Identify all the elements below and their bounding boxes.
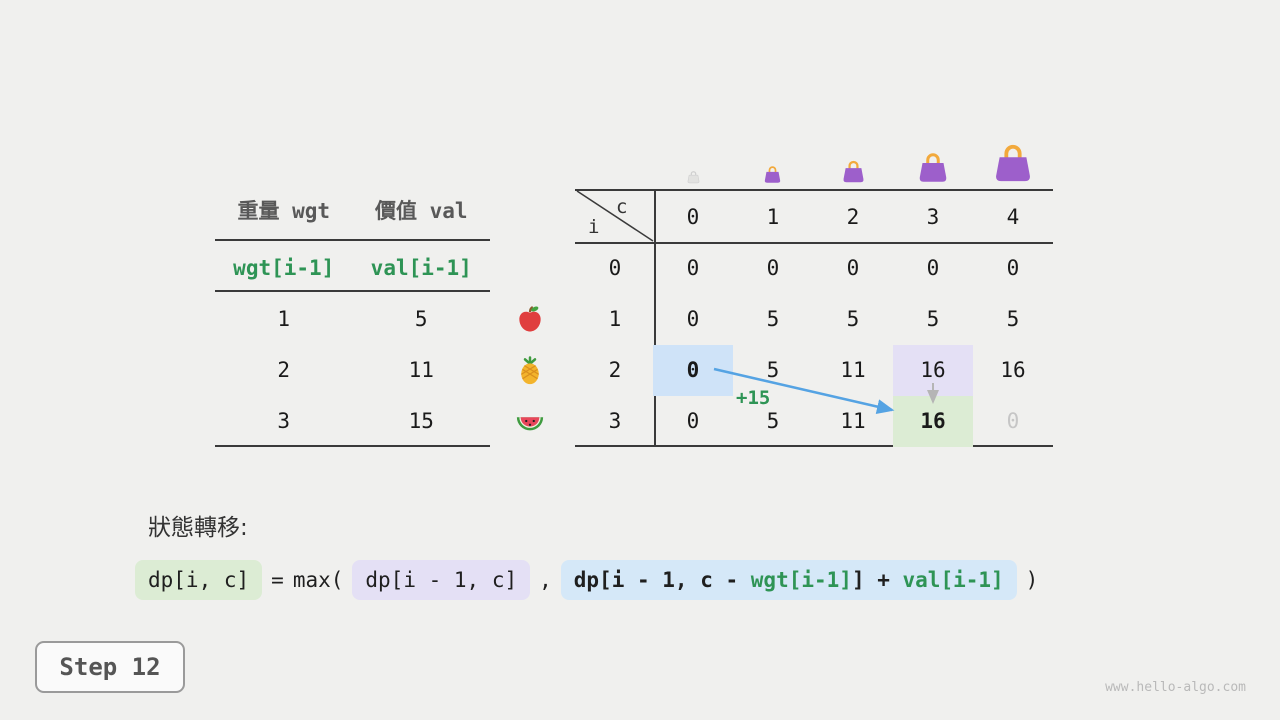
dp-cell-0-2: 0	[846, 256, 860, 280]
watermark: www.hello-algo.com	[1105, 680, 1246, 695]
dp-row-header-3: 3	[608, 409, 622, 433]
formula-arg2-part1: dp[i - 1, c -	[573, 568, 751, 592]
bag-capacity-2-icon	[840, 159, 867, 184]
formula-lhs-box: dp[i, c]	[135, 560, 263, 600]
formula-max-open: max(	[292, 568, 344, 592]
dp-cell-0-0: 0	[686, 256, 700, 280]
dp-cell-3-2: 11	[840, 409, 866, 433]
dp-cell-2-0: 0	[686, 358, 700, 382]
dp-cell-2-2: 11	[840, 358, 866, 382]
items-formula-wgt: wgt[i-1]	[233, 256, 335, 280]
formula-arg2-box: dp[i - 1, c - wgt[i-1]] + val[i-1]	[560, 560, 1017, 600]
dp-row-header-1: 1	[608, 307, 622, 331]
dp-cell-1-0: 0	[686, 307, 700, 331]
dp-cell-3-1: 5	[766, 409, 780, 433]
formula-arg2-wgt: wgt[i-1]	[750, 568, 852, 592]
dp-row-header-2: 2	[608, 358, 622, 382]
item-3-val: 15	[408, 409, 434, 433]
dp-row-header-0: 0	[608, 256, 622, 280]
items-table-formula-row: wgt[i-1] val[i-1]	[215, 253, 490, 283]
value-add-annotation: +15	[736, 387, 771, 409]
dp-corner-col-var: c	[616, 196, 628, 218]
dp-cell-3-0: 0	[686, 409, 700, 433]
formula-comma: ,	[539, 568, 552, 592]
watermelon-icon	[515, 406, 545, 436]
highlight-result-cell	[893, 396, 973, 447]
bag-capacity-4-icon	[990, 142, 1036, 184]
dp-cell-0-1: 0	[766, 256, 780, 280]
formula-close-paren: )	[1025, 568, 1039, 592]
dp-table-line-header	[575, 242, 1053, 244]
items-table-divider-top	[215, 239, 490, 241]
dp-cell-2-3: 16	[920, 358, 946, 382]
dp-cell-1-3: 5	[926, 307, 940, 331]
bag-capacity-0-icon	[686, 170, 701, 184]
step-badge: Step 12	[35, 641, 185, 693]
dp-col-header-1: 1	[766, 205, 780, 229]
pineapple-icon	[515, 355, 545, 385]
dp-cell-0-4: 0	[1006, 256, 1020, 280]
transition-formula: dp[i, c] = max( dp[i - 1, c] , dp[i - 1,…	[135, 560, 1038, 600]
formula-equals: =	[271, 568, 284, 592]
items-table-header-row: 重量 wgt 價值 val	[215, 196, 490, 226]
dp-cell-0-3: 0	[926, 256, 940, 280]
dp-cell-1-2: 5	[846, 307, 860, 331]
dp-col-header-2: 2	[846, 205, 860, 229]
dp-cell-2-4: 16	[1000, 358, 1026, 382]
dp-corner-row-var: i	[588, 216, 600, 238]
item-2-val: 11	[408, 358, 434, 382]
items-table-divider-mid	[215, 290, 490, 292]
formula-arg2-val: val[i-1]	[902, 568, 1004, 592]
item-row-1: 1 5	[215, 304, 490, 334]
item-row-2: 2 11	[215, 355, 490, 385]
dp-table-line-bottom	[575, 445, 1053, 447]
item-1-wgt: 1	[277, 307, 291, 331]
dp-cell-3-3: 16	[920, 409, 946, 433]
item-row-3: 3 15	[215, 406, 490, 436]
apple-icon	[515, 304, 545, 334]
formula-arg1-box: dp[i - 1, c]	[352, 560, 531, 600]
dp-col-header-3: 3	[926, 205, 940, 229]
item-3-wgt: 3	[277, 409, 291, 433]
items-formula-val: val[i-1]	[370, 256, 472, 280]
dp-table-line-top	[575, 189, 1053, 191]
items-header-val: 價值 val	[374, 199, 468, 223]
transition-label: 狀態轉移:	[148, 515, 248, 541]
dp-table-line-vertical	[654, 189, 656, 447]
item-2-wgt: 2	[277, 358, 291, 382]
item-1-val: 5	[414, 307, 428, 331]
bag-capacity-3-icon	[915, 151, 951, 184]
items-header-wgt: 重量 wgt	[237, 199, 331, 223]
dp-cell-1-1: 5	[766, 307, 780, 331]
dp-col-header-0: 0	[686, 205, 700, 229]
formula-arg2-part3: ] +	[851, 568, 903, 592]
dp-col-header-4: 4	[1006, 205, 1020, 229]
bag-capacity-1-icon	[762, 165, 783, 184]
dp-cell-3-4: 0	[1006, 409, 1020, 433]
items-table-divider-bottom	[215, 445, 490, 447]
dp-cell-1-4: 5	[1006, 307, 1020, 331]
